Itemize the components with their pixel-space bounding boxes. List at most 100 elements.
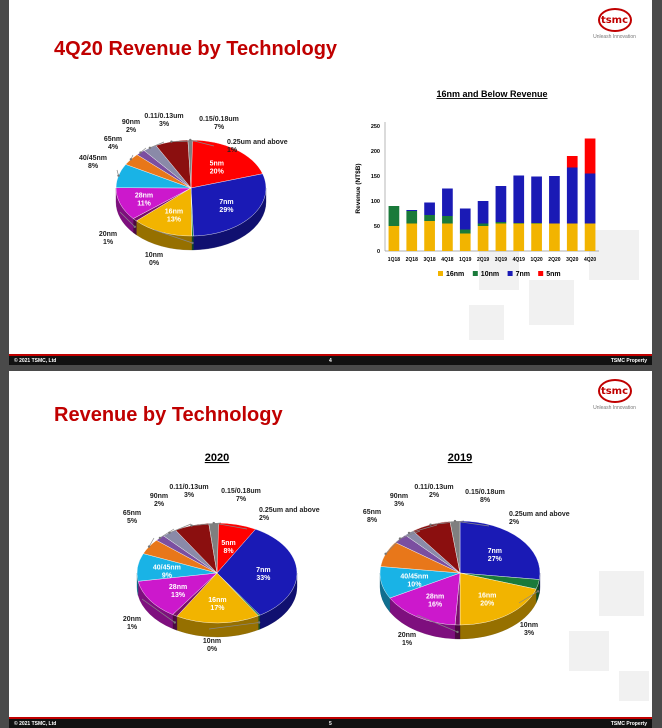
pie-chart-2019: 7nm 27% 10nm 3% 16nm 20% 20nm 1% 28nm 16% 40/45nm 1… — [363, 484, 570, 647]
bar-16nm-2q18 — [406, 223, 418, 251]
pie-slice-7nm — [190, 173, 267, 237]
pie-title-2019: 2019 — [448, 452, 472, 464]
slide-title: 4Q20 Revenue by Technology — [54, 38, 338, 60]
bar-chart-title: 16nm and Below Revenue — [436, 89, 547, 99]
pie-leader-90nm — [399, 530, 421, 539]
x-tick-label: 1Q20 — [530, 257, 542, 263]
pie-leader-10nm — [153, 229, 193, 244]
pie-leader-dot-65nm — [129, 158, 133, 161]
bar-chart-16nm-and-below: 16nm and Below Revenue 0 50 100 150 200 250 Rev… — [355, 89, 599, 278]
pie-leader-dot-65nm — [147, 545, 151, 548]
y-tick-label: 50 — [374, 224, 380, 230]
pie-leader-dot-0-11-0-13um — [148, 146, 152, 150]
pie-label-20nm: 20nm 1% — [398, 632, 416, 647]
slide-4q20-charts: 5nm 20% 7nm 29% 10nm 0% 16nm 13% 20nm 1% 28nm 11% 40… — [79, 89, 599, 278]
pie-label-10nm: 10nm 0% — [203, 638, 221, 653]
bar-16nm-3q20 — [566, 223, 578, 251]
bar-7nm-3q19 — [495, 186, 507, 222]
pie-label-16nm: 16nm 20% — [478, 592, 496, 607]
footer-property: TSMC Property — [610, 358, 647, 364]
y-tick-label: 0 — [377, 249, 380, 255]
pie-leader-0-15-0-18um — [171, 140, 198, 143]
pie-label-0-11-0-13um: 0.11/0.13um 3% — [144, 113, 183, 128]
pie-leader-0-25um-and-above — [454, 520, 490, 527]
pie-label-20nm: 20nm 1% — [123, 616, 141, 631]
pie-leader-dot-0-25um-and-above — [453, 519, 457, 523]
footer-page-number: 5 — [329, 721, 332, 727]
bar-7nm-2q18 — [406, 210, 418, 211]
background-square — [479, 250, 519, 290]
pie-label-5nm: 5nm 8% — [221, 540, 235, 555]
legend-swatch-10nm — [472, 271, 478, 276]
y-tick-label: 250 — [371, 124, 380, 130]
bar-16nm-3q18 — [424, 221, 435, 251]
pie-label-65nm: 65nm 5% — [123, 510, 141, 525]
pie-label-90nm: 90nm 2% — [122, 119, 140, 134]
logo-mark: tsmc — [597, 8, 632, 32]
pie-label-0-15-0-18um: 0.15/0.18um 7% — [199, 116, 239, 131]
pie-slice-16nm — [176, 572, 259, 624]
bar-5nm-4q20 — [584, 138, 596, 174]
bar-7nm-3q18 — [424, 202, 435, 215]
legend-swatch-16nm — [438, 271, 443, 276]
pie-label-16nm: 16nm 13% — [165, 209, 183, 224]
bar-7nm-1q20 — [531, 176, 542, 223]
pie-label-16nm: 16nm 17% — [208, 597, 226, 612]
bar-10nm-2q19 — [477, 223, 489, 226]
logo-mark: tsmc — [597, 379, 632, 403]
pie-leader-20nm — [119, 211, 136, 228]
bar-7nm-4q18 — [442, 188, 453, 216]
background-square — [619, 671, 649, 701]
pie-label-28nm: 28nm 16% — [426, 593, 444, 608]
pie-label-7nm: 7nm 29% — [219, 199, 234, 214]
pie-leader-0-25um-and-above — [190, 139, 215, 147]
bar-16nm-1q19 — [459, 233, 471, 251]
bar-5nm-3q20 — [566, 156, 578, 168]
pie-label-65nm: 65nm 8% — [363, 509, 381, 524]
y-tick-label: 100 — [371, 199, 380, 205]
pie-label-7nm: 7nm 33% — [256, 567, 271, 582]
legend-label-7nm: 7nm — [516, 271, 530, 278]
slide-annual-charts: 5nm 8% 7nm 33% 10nm 0% 16nm 17% 20nm 1% 28nm 13% 40/… — [123, 452, 570, 653]
pie-slice-7nm — [459, 520, 541, 580]
pie-slice-7nm — [216, 528, 298, 616]
pie-leader-dot-10nm — [536, 590, 540, 593]
bar-10nm-4q18 — [442, 216, 453, 224]
pie-label-90nm: 90nm 2% — [150, 493, 168, 508]
bar-10nm-1q20 — [531, 223, 542, 224]
pie-slice-5nm — [190, 139, 263, 189]
background-square — [589, 230, 639, 280]
pie-leader-dot-20nm — [456, 630, 459, 634]
pie-label-20nm: 20nm 1% — [99, 231, 117, 246]
background-square — [469, 305, 504, 340]
y-tick-label: 200 — [371, 149, 380, 155]
pie-leader-dot-10nm — [191, 241, 194, 245]
pie-leader-dot-10nm — [257, 621, 261, 624]
pie-label-28nm: 28nm 13% — [169, 584, 187, 599]
bar-10nm-1q19 — [459, 229, 471, 234]
bar-16nm-4q19 — [513, 223, 525, 251]
pie-leader-dot-0-25um-and-above — [189, 138, 192, 142]
pie-title-2020: 2020 — [205, 452, 229, 464]
pie-leader-0-25um-and-above — [213, 522, 248, 530]
x-tick-label: 2Q18 — [406, 257, 418, 263]
footer-copyright: © 2021 TSMC, Ltd — [14, 721, 57, 727]
pie-leader-65nm — [385, 538, 401, 555]
legend-label-5nm: 5nm — [546, 271, 560, 278]
pie-label-40-45nm: 40/45nm 9% — [153, 565, 181, 580]
pie-leader-20nm — [416, 614, 458, 633]
x-tick-label: 1Q19 — [459, 257, 471, 263]
bar-7nm-2q19 — [477, 201, 489, 224]
pie-label-0-25um-and-above: 0.25um and above 2% — [509, 511, 570, 526]
pie-label-5nm: 5nm 20% — [210, 161, 225, 176]
bar-7nm-3q20 — [566, 167, 578, 224]
slide-footer: © 2021 TSMC, Ltd 5 TSMC Property — [9, 717, 652, 728]
pie-label-40-45nm: 40/45nm 10% — [400, 574, 428, 589]
legend-label-10nm: 10nm — [481, 271, 499, 278]
pie-leader-dot-0-15-0-18um — [190, 524, 193, 527]
legend-swatch-5nm — [538, 271, 544, 276]
bar-10nm-3q18 — [424, 215, 435, 221]
bar-16nm-1q18 — [388, 226, 400, 251]
logo-tagline: Unleash Innovation — [593, 405, 636, 411]
pie-label-10nm: 10nm 0% — [145, 252, 163, 267]
